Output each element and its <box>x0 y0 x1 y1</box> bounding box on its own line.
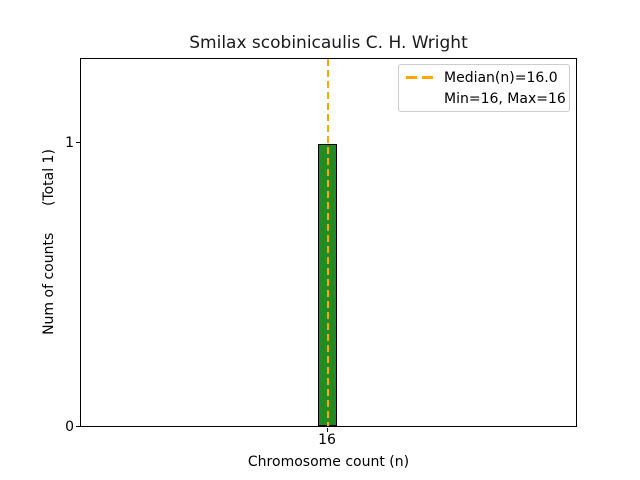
legend-marker-spacer <box>406 97 433 100</box>
legend: Median(n)=16.0 Min=16, Max=16 <box>398 64 570 112</box>
median-line <box>327 59 329 426</box>
dashed-line-icon <box>406 76 433 79</box>
y-axis-label: Num of counts (Total 1) <box>41 149 57 335</box>
x-tick-label-16: 16 <box>318 432 336 448</box>
y-tick-mark-0 <box>76 426 80 427</box>
plot-area: Median(n)=16.0 Min=16, Max=16 <box>80 58 577 427</box>
x-tick-mark-16 <box>327 428 328 432</box>
y-tick-label-0: 0 <box>65 419 74 435</box>
legend-label-median: Median(n)=16.0 <box>444 69 558 86</box>
y-tick-mark-1 <box>76 142 80 143</box>
y-tick-label-1: 1 <box>65 135 74 151</box>
legend-label-minmax: Min=16, Max=16 <box>444 90 566 107</box>
legend-item-median: Median(n)=16.0 <box>406 67 562 88</box>
chart-title: Smilax scobinicaulis C. H. Wright <box>189 33 468 53</box>
legend-item-minmax: Min=16, Max=16 <box>406 88 566 109</box>
x-axis-label: Chromosome count (n) <box>247 454 410 470</box>
